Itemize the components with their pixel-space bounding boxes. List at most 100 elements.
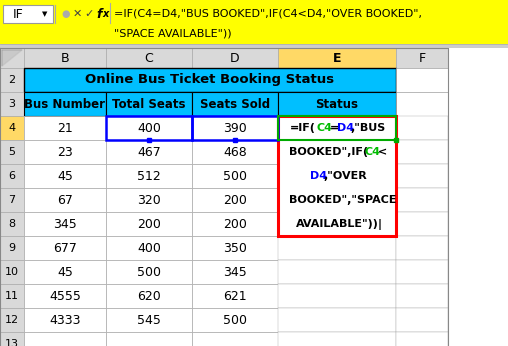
Bar [24,164,106,188]
Bar [106,188,192,212]
Bar [192,92,278,116]
Text: 12: 12 [5,315,19,325]
Bar [24,140,106,164]
Text: 45: 45 [57,170,73,182]
Bar [278,188,396,212]
Bar [396,140,448,164]
Bar [278,48,396,68]
Text: 677: 677 [53,242,77,255]
Text: |: | [378,219,382,229]
Bar [0,260,24,284]
Bar [396,284,448,308]
Bar [396,260,448,284]
Text: C4: C4 [316,123,333,133]
Bar [192,140,278,164]
Text: D: D [230,52,240,64]
Bar [24,236,106,260]
Bar [24,92,106,116]
Bar [24,308,106,332]
Bar [0,236,24,260]
Text: 400: 400 [137,242,161,255]
Text: 8: 8 [9,219,16,229]
Bar [192,116,278,140]
Bar [396,68,448,92]
Bar [3,5,53,23]
Text: Seats Sold: Seats Sold [200,98,270,110]
Bar [0,140,24,164]
Text: 512: 512 [137,170,161,182]
Text: 11: 11 [5,291,19,301]
Text: 400: 400 [137,121,161,135]
Bar [192,212,278,236]
Text: B: B [60,52,69,64]
Bar [0,284,24,308]
Bar [0,48,24,68]
Text: 200: 200 [223,218,247,230]
Bar [106,140,192,164]
Bar [396,92,448,116]
Bar [278,284,396,308]
Text: 500: 500 [223,170,247,182]
Text: Status: Status [315,98,359,110]
Bar [0,188,24,212]
Text: 468: 468 [223,146,247,158]
Bar [394,138,398,142]
Bar [192,284,278,308]
Bar [396,236,448,260]
Text: =IF(C4=D4,"BUS BOOKED",IF(C4<D4,"OVER BOOKED",: =IF(C4=D4,"BUS BOOKED",IF(C4<D4,"OVER BO… [114,8,422,18]
Bar [192,116,278,140]
Text: x: x [102,9,108,19]
Text: 4333: 4333 [49,313,81,327]
Bar [396,188,448,212]
Bar [192,308,278,332]
Text: "SPACE AVAILABLE")): "SPACE AVAILABLE")) [114,28,232,38]
Bar [106,260,192,284]
Text: BOOKED",IF(: BOOKED",IF( [290,147,368,157]
Bar [24,116,106,140]
Text: 467: 467 [137,146,161,158]
Text: 390: 390 [223,121,247,135]
Bar [396,332,448,346]
Text: ,"BUS: ,"BUS [351,123,386,133]
Text: 9: 9 [9,243,16,253]
Text: =: = [330,123,339,133]
Bar [192,188,278,212]
Bar [106,92,192,116]
Text: D4: D4 [310,171,327,181]
Bar [0,164,24,188]
Bar [24,284,106,308]
Text: D4: D4 [337,123,354,133]
Text: 320: 320 [137,193,161,207]
Bar [278,140,396,164]
Text: ▼: ▼ [42,11,48,17]
Bar [106,332,192,346]
Bar [396,212,448,236]
Text: C: C [145,52,153,64]
Bar [106,236,192,260]
Bar [278,164,396,188]
Bar [106,212,192,236]
Text: 10: 10 [5,267,19,277]
Bar [106,164,192,188]
Text: 3: 3 [9,99,16,109]
Text: 13: 13 [5,339,19,346]
Text: 345: 345 [223,265,247,279]
Text: IF: IF [13,8,23,20]
Bar [106,116,192,140]
Bar [24,260,106,284]
Bar [0,116,24,140]
Bar [192,236,278,260]
Text: 21: 21 [57,121,73,135]
Bar [24,212,106,236]
Bar [24,48,106,68]
Bar [0,212,24,236]
Bar [106,284,192,308]
Bar [24,332,106,346]
Bar [0,92,24,116]
Text: AVAILABLE")): AVAILABLE")) [296,219,379,229]
Text: 200: 200 [137,218,161,230]
Bar [24,68,396,92]
Text: 2: 2 [9,75,16,85]
Bar [396,308,448,332]
Bar [0,0,508,44]
